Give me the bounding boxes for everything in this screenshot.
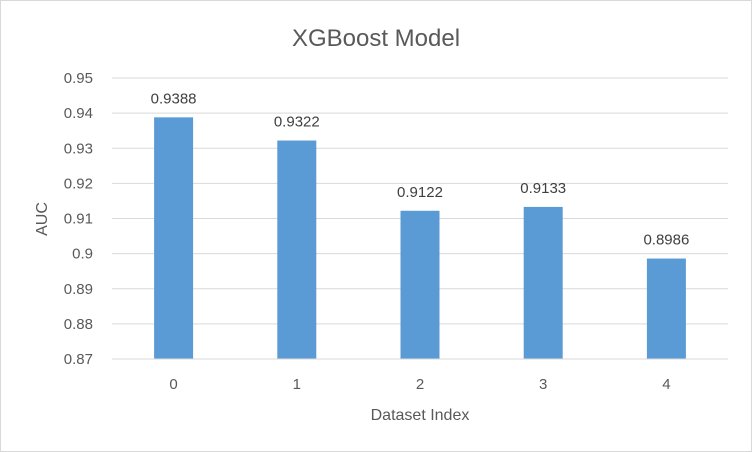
bar bbox=[400, 210, 440, 359]
bar bbox=[154, 117, 194, 359]
x-tick-label: 1 bbox=[293, 376, 301, 393]
data-label: 0.9133 bbox=[520, 180, 566, 197]
data-label: 0.9322 bbox=[274, 114, 320, 131]
y-tick-label: 0.9 bbox=[72, 246, 93, 263]
data-label: 0.8986 bbox=[643, 232, 689, 249]
data-labels: 0.9388 0.9322 0.9122 0.9133 0.8986 bbox=[151, 90, 690, 248]
y-axis-ticks: 0.87 0.88 0.89 0.9 0.91 0.92 0.93 0.94 0.95 bbox=[64, 70, 93, 368]
y-tick-label: 0.92 bbox=[64, 175, 93, 192]
bar bbox=[277, 140, 317, 359]
x-axis-ticks: 0 1 2 3 4 bbox=[169, 376, 670, 393]
bar bbox=[646, 258, 686, 359]
y-tick-label: 0.87 bbox=[64, 351, 93, 368]
bar bbox=[523, 206, 563, 359]
x-tick-label: 2 bbox=[416, 376, 424, 393]
y-tick-label: 0.88 bbox=[64, 316, 93, 333]
data-label: 0.9122 bbox=[397, 184, 443, 201]
y-tick-label: 0.91 bbox=[64, 211, 93, 228]
data-label: 0.9388 bbox=[151, 90, 197, 107]
y-tick-label: 0.89 bbox=[64, 281, 93, 298]
y-tick-label: 0.93 bbox=[64, 140, 93, 157]
y-axis-label: AUC bbox=[34, 202, 51, 236]
bars bbox=[154, 117, 686, 359]
y-tick-label: 0.95 bbox=[64, 70, 93, 87]
y-tick-label: 0.94 bbox=[64, 105, 93, 122]
x-axis-label: Dataset Index bbox=[371, 407, 470, 424]
x-tick-label: 4 bbox=[662, 376, 670, 393]
chart-title: XGBoost Model bbox=[292, 25, 460, 52]
x-tick-label: 0 bbox=[169, 376, 177, 393]
x-tick-label: 3 bbox=[539, 376, 547, 393]
